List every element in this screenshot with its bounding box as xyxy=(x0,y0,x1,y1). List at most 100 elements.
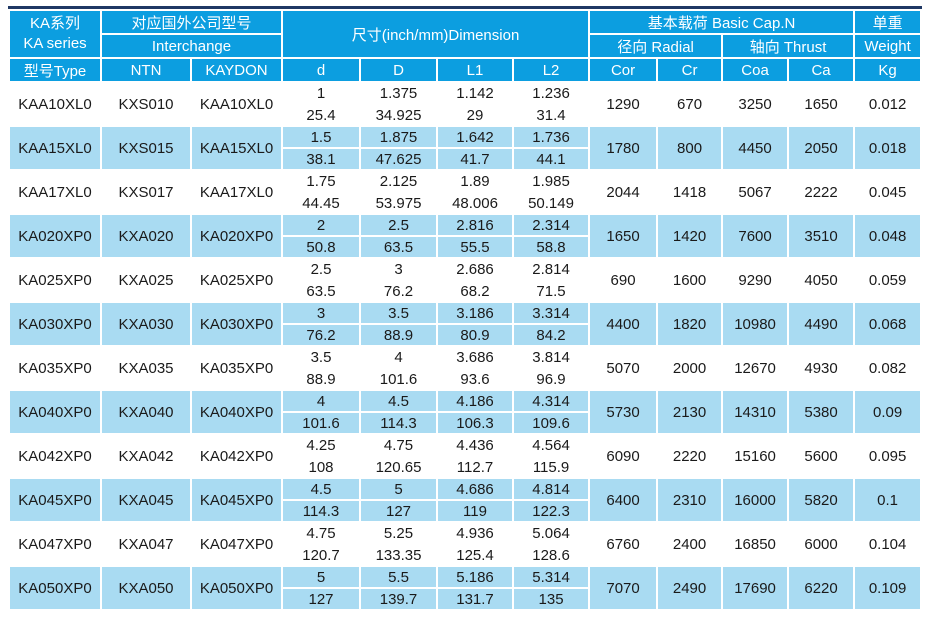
table-row: KAA15XL0 KXS015 KAA15XL0 1.5 1.875 1.642 1.736… xyxy=(10,127,921,169)
cell-kg: 0.109 xyxy=(855,567,921,609)
bearing-spec-table: KA系列 KA series 对应国外公司型号 尺寸(inch/mm)Dimen… xyxy=(8,9,923,611)
cell-L1-mm: 80.9 xyxy=(438,325,513,345)
cell-cor: 5070 xyxy=(590,347,657,389)
cell-ntn: KXA040 xyxy=(102,391,190,433)
cell-d-mm: 88.9 xyxy=(283,369,360,389)
cell-cr: 1418 xyxy=(658,171,722,213)
cell-coa: 17690 xyxy=(723,567,788,609)
cell-ntn: KXA035 xyxy=(102,347,190,389)
cell-ca: 3510 xyxy=(789,215,854,257)
cell-D-mm: 47.625 xyxy=(361,149,437,169)
cell-L1-inch: 2.816 xyxy=(438,215,513,235)
table-row: KA045XP0 KXA045 KA045XP0 4.5 5 4.686 4.814 6400… xyxy=(10,479,921,521)
cell-L2-mm: 71.5 xyxy=(514,281,589,301)
cell-cor: 6400 xyxy=(590,479,657,521)
cell-kg: 0.1 xyxy=(855,479,921,521)
cell-L2-mm: 31.4 xyxy=(514,105,589,125)
cell-ca: 5600 xyxy=(789,435,854,477)
table-row-mm: 76.2 88.9 80.9 84.2 xyxy=(10,325,920,345)
cell-cor: 6090 xyxy=(590,435,657,477)
cell-D-mm: 76.2 xyxy=(361,281,437,301)
cell-d-inch: 1 xyxy=(283,83,360,103)
cell-D-inch: 5.25 xyxy=(361,523,437,543)
table-row: KA040XP0 KXA040 KA040XP0 4 4.5 4.186 4.314 5730… xyxy=(10,391,921,433)
cell-L1-inch: 4.936 xyxy=(438,523,513,543)
cell-kaydon: KAA17XL0 xyxy=(192,171,282,213)
table-row-mm: 101.6 114.3 106.3 109.6 xyxy=(10,413,920,433)
cell-d-inch: 4.25 xyxy=(283,435,360,455)
cell-D-inch: 4.75 xyxy=(361,435,437,455)
cell-cr: 1420 xyxy=(658,215,722,257)
cell-coa: 3250 xyxy=(723,83,788,125)
cell-kaydon: KA040XP0 xyxy=(192,391,282,433)
header-ntn: NTN xyxy=(102,59,190,81)
cell-D-inch: 2.5 xyxy=(361,215,437,235)
cell-L2-inch: 3.314 xyxy=(514,303,589,323)
cell-kg: 0.068 xyxy=(855,303,921,345)
cell-L2-mm: 44.1 xyxy=(514,149,589,169)
table-row-mm: 25.4 34.925 29 31.4 xyxy=(10,105,920,125)
cell-L2-inch: 4.564 xyxy=(514,435,589,455)
cell-cr: 2000 xyxy=(658,347,722,389)
cell-d-inch: 1.75 xyxy=(283,171,360,191)
cell-d-mm: 108 xyxy=(283,457,360,477)
header-L2: L2 xyxy=(514,59,589,81)
cell-coa: 10980 xyxy=(723,303,788,345)
header-interchange-cn: 对应国外公司型号 xyxy=(102,11,282,33)
cell-coa: 5067 xyxy=(723,171,788,213)
cell-L1-mm: 119 xyxy=(438,501,513,521)
cell-d-mm: 114.3 xyxy=(283,501,360,521)
cell-type: KAA10XL0 xyxy=(10,83,100,125)
cell-kg: 0.045 xyxy=(855,171,921,213)
table-row-mm: 63.5 76.2 68.2 71.5 xyxy=(10,281,920,301)
table-row-mm: 108 120.65 112.7 115.9 xyxy=(10,457,920,477)
cell-d-mm: 101.6 xyxy=(283,413,360,433)
cell-D-mm: 88.9 xyxy=(361,325,437,345)
cell-ntn: KXS017 xyxy=(102,171,190,213)
table-row: KA047XP0 KXA047 KA047XP0 4.75 5.25 4.936 5.064… xyxy=(10,523,921,565)
cell-L2-mm: 109.6 xyxy=(514,413,589,433)
cell-L1-inch: 2.686 xyxy=(438,259,513,279)
header-ka-series-cn: KA系列 xyxy=(29,15,80,32)
cell-L1-inch: 1.642 xyxy=(438,127,513,147)
cell-cr: 2310 xyxy=(658,479,722,521)
cell-ntn: KXA050 xyxy=(102,567,190,609)
cell-ca: 5820 xyxy=(789,479,854,521)
cell-kg: 0.012 xyxy=(855,83,921,125)
cell-L1-mm: 29 xyxy=(438,105,513,125)
cell-D-inch: 4.5 xyxy=(361,391,437,411)
cell-D-mm: 63.5 xyxy=(361,237,437,257)
cell-L2-inch: 5.314 xyxy=(514,567,589,587)
cell-cor: 1290 xyxy=(590,83,657,125)
cell-ntn: KXA030 xyxy=(102,303,190,345)
header-D: D xyxy=(361,59,437,81)
header-type: 型号Type xyxy=(10,59,100,81)
cell-D-inch: 3.5 xyxy=(361,303,437,323)
cell-coa: 15160 xyxy=(723,435,788,477)
header-row-3: 型号Type NTN KAYDON d D L1 L2 Cor Cr Coa C… xyxy=(10,59,921,81)
cell-ca: 5380 xyxy=(789,391,854,433)
cell-ntn: KXS010 xyxy=(102,83,190,125)
header-thrust: 轴向 Thrust xyxy=(723,35,854,57)
table-row: KA020XP0 KXA020 KA020XP0 2 2.5 2.816 2.314 1650… xyxy=(10,215,921,257)
cell-L1-mm: 41.7 xyxy=(438,149,513,169)
cell-ca: 2050 xyxy=(789,127,854,169)
cell-type: KAA17XL0 xyxy=(10,171,100,213)
cell-d-inch: 1.5 xyxy=(283,127,360,147)
cell-kaydon: KA047XP0 xyxy=(192,523,282,565)
cell-d-mm: 76.2 xyxy=(283,325,360,345)
cell-L2-inch: 2.314 xyxy=(514,215,589,235)
table-row: KA050XP0 KXA050 KA050XP0 5 5.5 5.186 5.314 7070… xyxy=(10,567,921,609)
cell-cr: 800 xyxy=(658,127,722,169)
cell-type: KA042XP0 xyxy=(10,435,100,477)
cell-D-mm: 53.975 xyxy=(361,193,437,213)
cell-L1-mm: 125.4 xyxy=(438,545,513,565)
cell-ntn: KXA045 xyxy=(102,479,190,521)
cell-coa: 14310 xyxy=(723,391,788,433)
table-row-mm: 114.3 127 119 122.3 xyxy=(10,501,920,521)
cell-D-inch: 1.875 xyxy=(361,127,437,147)
table-top-rule xyxy=(8,6,922,9)
header-basic-cap: 基本载荷 Basic Cap.N xyxy=(590,11,854,33)
cell-type: KA030XP0 xyxy=(10,303,100,345)
bearing-spec-table-container: KA系列 KA series 对应国外公司型号 尺寸(inch/mm)Dimen… xyxy=(8,6,923,611)
